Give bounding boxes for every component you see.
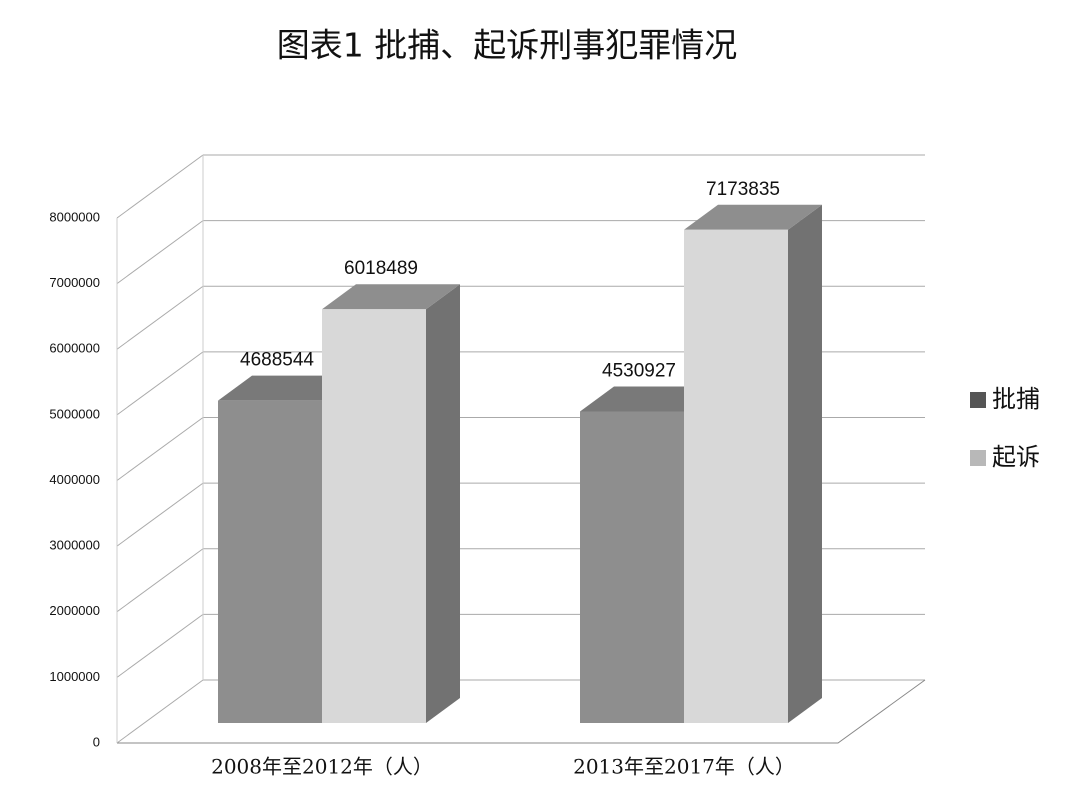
legend-marker <box>970 392 986 408</box>
floor <box>117 679 926 744</box>
value-label: 6018489 <box>344 258 418 279</box>
bar-top <box>322 284 460 310</box>
y-tick-label: 3000000 <box>49 538 100 553</box>
bar <box>218 400 322 723</box>
chart-title: 图表1 批捕、起诉刑事犯罪情况 <box>277 26 738 65</box>
y-tick-label: 7000000 <box>49 275 100 290</box>
grid-line <box>116 220 204 285</box>
bar <box>322 309 426 723</box>
y-tick-label: 4000000 <box>49 472 100 487</box>
value-label: 4530927 <box>602 361 676 382</box>
bar <box>684 229 788 724</box>
value-label: 7173835 <box>706 179 780 200</box>
y-tick-label: 0 <box>93 734 100 749</box>
y-tick-label: 1000000 <box>49 669 100 684</box>
y-tick-label: 6000000 <box>49 341 100 356</box>
bar-top <box>684 204 822 230</box>
grid-line <box>116 613 204 678</box>
grid-line <box>116 351 204 416</box>
grid-line <box>116 285 204 350</box>
y-tick-label: 8000000 <box>49 209 100 224</box>
legend-label: 批捕 <box>992 385 1040 413</box>
legend-label: 起诉 <box>992 443 1040 471</box>
grid-line <box>116 482 204 547</box>
grid-line <box>116 679 204 744</box>
x-tick-label: 2013年至2017年（人） <box>573 755 795 779</box>
grid-line <box>116 154 204 219</box>
bar-side <box>426 284 460 723</box>
grid-line <box>116 417 204 481</box>
bar-top <box>218 375 356 401</box>
x-tick-label: 2008年至2012年（人） <box>211 755 433 779</box>
bar-side <box>788 204 822 724</box>
grid-line <box>116 548 204 613</box>
bar-top <box>580 386 718 412</box>
y-tick-label: 2000000 <box>49 603 100 618</box>
value-label: 4688544 <box>240 350 314 371</box>
y-tick-label: 5000000 <box>49 406 100 421</box>
legend-marker <box>970 450 986 466</box>
bar <box>580 411 684 723</box>
